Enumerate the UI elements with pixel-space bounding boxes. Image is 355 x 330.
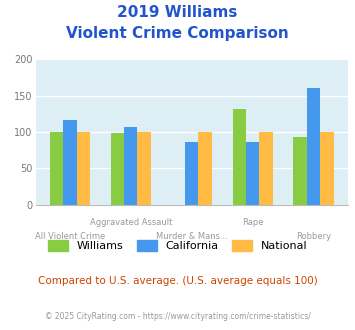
Bar: [77, 132, 90, 205]
Text: Robbery: Robbery: [296, 232, 331, 241]
Bar: [111, 133, 124, 205]
Bar: [198, 132, 212, 205]
Bar: [233, 110, 246, 205]
Bar: [185, 142, 198, 205]
Text: © 2025 CityRating.com - https://www.cityrating.com/crime-statistics/: © 2025 CityRating.com - https://www.city…: [45, 312, 310, 321]
Text: Aggravated Assault: Aggravated Assault: [89, 218, 172, 227]
Bar: [50, 132, 63, 205]
Bar: [294, 137, 307, 205]
Text: Rape: Rape: [242, 218, 263, 227]
Bar: [307, 88, 320, 205]
Text: 2019 Williams: 2019 Williams: [117, 5, 238, 20]
Text: All Violent Crime: All Violent Crime: [35, 232, 105, 241]
Text: Compared to U.S. average. (U.S. average equals 100): Compared to U.S. average. (U.S. average …: [38, 276, 317, 285]
Bar: [63, 120, 77, 205]
Legend: Williams, California, National: Williams, California, National: [48, 240, 307, 251]
Text: Murder & Mans...: Murder & Mans...: [156, 232, 228, 241]
Bar: [137, 132, 151, 205]
Bar: [246, 142, 260, 205]
Bar: [320, 132, 334, 205]
Bar: [260, 132, 273, 205]
Bar: [124, 127, 137, 205]
Text: Violent Crime Comparison: Violent Crime Comparison: [66, 26, 289, 41]
